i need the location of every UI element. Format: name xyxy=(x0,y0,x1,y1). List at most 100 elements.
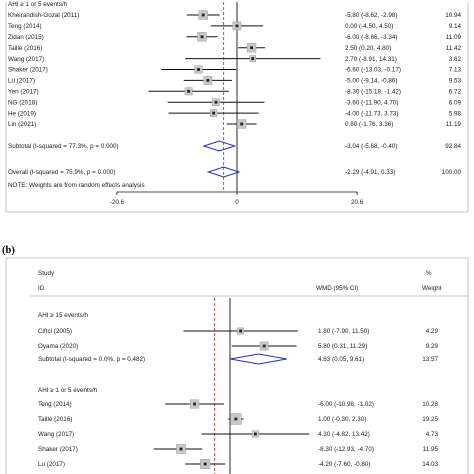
effect-ci-text: -6.00 (-8.66, -3.34) xyxy=(345,34,398,41)
effect-ci-text: 1.00 (-0.30, 2.30) xyxy=(318,416,366,423)
header-id: ID xyxy=(38,285,45,292)
study-label: NG (2018) xyxy=(8,99,37,106)
point-estimate-b0-0 xyxy=(239,329,243,333)
overall-weight-text: 100.00 xyxy=(442,169,462,176)
subtotal-weight-text: 13.57 xyxy=(422,356,438,363)
x-tick-label: -20.6 xyxy=(110,199,125,206)
overall-label: Overall (I-squared = 75.9%, p = 0.000) xyxy=(8,169,115,176)
weight-text: 10.94 xyxy=(445,12,461,19)
weight-text: 9.29 xyxy=(426,343,439,350)
study-label: Lu (2017) xyxy=(38,461,65,468)
panel-a-forest-plot: AHI ≥ 1 or 5 events/h Kheirandish-Gozal (… xyxy=(5,1,469,213)
study-label: Ciftci (2005) xyxy=(38,328,72,335)
study-label: Lu (2017) xyxy=(8,78,35,85)
subtotal-label: Subtotal (I-squared = 77.3%, p = 0.000) xyxy=(8,143,119,150)
weight-text: 11.95 xyxy=(423,446,439,453)
point-estimate-a10 xyxy=(240,122,244,126)
study-label: Lin (2021) xyxy=(8,121,36,128)
point-estimate-a8 xyxy=(214,100,218,104)
point-estimate-b1-2 xyxy=(253,432,257,436)
subtotal-weight-text: 92.84 xyxy=(445,143,461,150)
study-label: Teng (2014) xyxy=(8,23,42,30)
effect-ci-text: 5.80 (0.31, 11.29) xyxy=(318,343,367,350)
effect-ci-text: 1.80 (-7.90, 11.50) xyxy=(318,328,369,335)
header-effect: WMD (95% CI) xyxy=(316,285,358,292)
weight-text: 6.72 xyxy=(449,89,462,96)
weight-text: 9.14 xyxy=(449,23,462,30)
subtotal-diamond xyxy=(202,140,237,152)
weight-text: 3.62 xyxy=(449,56,462,63)
group-header: AHI ≥ 1 or 5 events/h xyxy=(38,387,98,394)
weight-text: 14.03 xyxy=(422,461,438,468)
panel-b-forest-plot: Study ID WMD (95% CI)% Weight AHI ≥ 15 event… xyxy=(5,257,469,474)
study-label: Taillé (2016) xyxy=(8,45,42,52)
effect-ci-text: -6.60 (-13.03, -0.17) xyxy=(345,67,401,74)
point-estimate-b1-3 xyxy=(179,447,183,451)
weight-text: 11.19 xyxy=(446,121,462,128)
effect-ci-text: -4.00 (-11.73, 3.73) xyxy=(345,110,398,117)
weight-text: 4.29 xyxy=(426,328,439,335)
effect-ci-text: -4.20 (-7.60, -0.80) xyxy=(318,461,371,468)
study-label: Yen (2017) xyxy=(8,89,39,96)
effect-ci-text: 0.80 (-1.76, 3.36) xyxy=(345,121,393,128)
weight-text: 5.98 xyxy=(449,110,462,117)
weight-text: 19.25 xyxy=(422,416,438,423)
subtotal-label: Subtotal (I-squared = 0.0%, p = 0.482) xyxy=(38,356,145,363)
study-label: He (2019) xyxy=(8,110,36,117)
x-tick-label: 20.6 xyxy=(351,199,364,206)
effect-ci-text: -6.00 (-10.98, -1.02) xyxy=(318,401,374,408)
overall-diamond xyxy=(206,166,241,178)
study-label: Teng (2014) xyxy=(38,401,72,408)
study-label: Wang (2017) xyxy=(38,431,74,438)
header-weight: Weight xyxy=(422,285,442,292)
weight-text: 6.09 xyxy=(449,99,462,106)
overall-ci-text: -2.29 (-4.91, 0.33) xyxy=(345,169,395,176)
effect-ci-text: -5.80 (-8.62, -2.98) xyxy=(345,12,398,19)
subtotal-ci-text: 4.83 (0.05, 9.61) xyxy=(318,356,364,363)
weight-text: 11.42 xyxy=(446,45,462,52)
point-estimate-a2 xyxy=(200,35,204,39)
subtotal-ci-text: -3.04 (-5.68, -0.40) xyxy=(345,143,398,150)
point-estimate-a5 xyxy=(197,68,200,71)
weight-text: 4.73 xyxy=(426,431,439,438)
point-estimate-a6 xyxy=(206,79,210,82)
point-estimate-b1-1 xyxy=(234,417,238,421)
study-label: Oyama (2020) xyxy=(38,343,78,350)
effect-ci-text: -3.60 (-11.90, 4.70) xyxy=(345,99,398,106)
study-label: Kheirandish-Gozal (2011) xyxy=(8,12,79,19)
point-estimate-b0-1 xyxy=(262,344,266,348)
study-label: Zidan (2015) xyxy=(8,34,44,41)
point-estimate-b1-0 xyxy=(193,402,196,406)
point-estimate-a4 xyxy=(251,57,255,60)
study-label: Shaker (2017) xyxy=(8,67,48,74)
subtotal-diamond xyxy=(230,353,287,365)
weight-text: 9.53 xyxy=(449,78,462,85)
x-tick-label: 0 xyxy=(235,199,239,206)
effect-ci-text: 4.30 (-4.82, 13.42) xyxy=(318,431,370,438)
point-estimate-a7 xyxy=(187,89,191,93)
weight-text: 7.13 xyxy=(449,67,462,74)
group-header: AHI ≥ 15 events/h xyxy=(38,312,89,319)
effect-ci-text: 0.00 (-4.50, 4.50) xyxy=(345,23,393,30)
point-estimate-a9 xyxy=(212,111,216,115)
weight-text: 10.28 xyxy=(422,401,438,408)
effect-ci-text: -5.00 (-9.14, -0.86) xyxy=(345,78,398,85)
weight-text: 11.09 xyxy=(446,34,462,41)
effect-ci-text: -8.30 (-15.18, -1.42) xyxy=(345,89,401,96)
point-estimate-b1-4 xyxy=(203,462,207,466)
point-estimate-a0 xyxy=(201,13,205,17)
effect-ci-text: -8.30 (-12.93, -4.70) xyxy=(318,446,374,453)
study-label: Shaker (2017) xyxy=(38,446,78,453)
panel-b-label: (b) xyxy=(2,245,15,256)
study-label: Wang (2017) xyxy=(8,56,44,63)
effect-ci-text: 2.70 (-8.91, 14.31) xyxy=(345,56,397,63)
subgroup-header: AHI ≥ 1 or 5 events/h xyxy=(8,1,68,8)
header-study: Study xyxy=(38,270,55,277)
point-estimate-a3 xyxy=(250,46,253,50)
effect-ci-text: 2.50 (0.20, 4.80) xyxy=(345,45,391,52)
study-label: Taillé (2016) xyxy=(38,416,72,423)
point-estimate-a1 xyxy=(235,24,239,28)
weights-note: NOTE: Weights are from random effects an… xyxy=(8,182,145,189)
header-percent: % xyxy=(426,270,432,277)
